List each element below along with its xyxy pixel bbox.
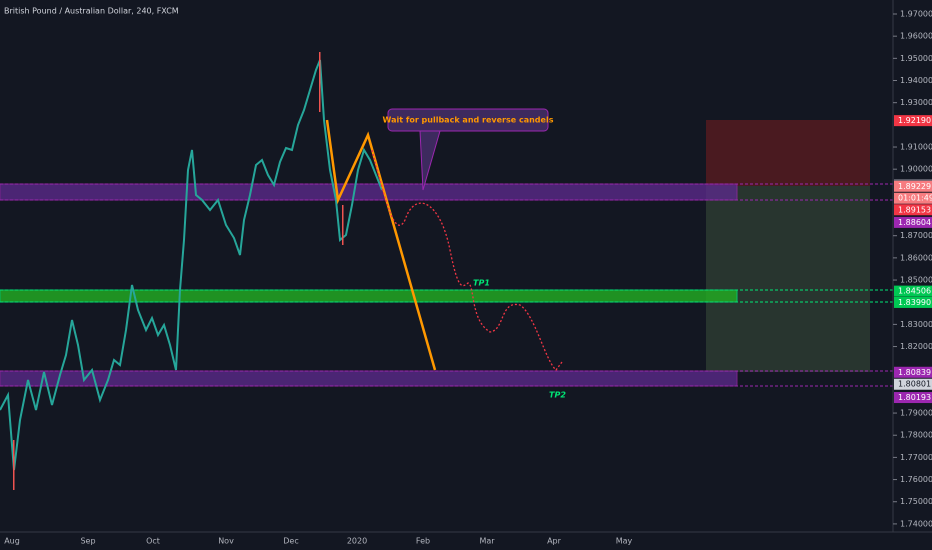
wick [13, 440, 15, 490]
price-label: 1.83990 [898, 298, 931, 307]
time-label: Sep [80, 537, 95, 546]
support-zone [0, 370, 738, 387]
price-tick-label: 1.85000 [900, 276, 932, 285]
time-label: Nov [218, 537, 234, 546]
price-label: 1.80839 [898, 368, 931, 377]
axes: 1.97000 1.96000 1.95000 1.94000 1.93000 1.910… [4, 10, 932, 546]
price-tick-label: 1.78000 [900, 431, 932, 440]
projection-line [325, 119, 437, 371]
price-label: 1.80801 [898, 380, 931, 389]
price-tick-label: 1.93000 [900, 98, 932, 107]
price-label: 1.89153 [898, 205, 931, 214]
zone-lines [0, 183, 893, 387]
price-tick-label: 1.82000 [900, 342, 932, 351]
price-label: 1.89229 [898, 182, 931, 191]
price-label: 01:01:49 [898, 194, 932, 203]
time-label: May [616, 537, 633, 546]
time-label: Mar [479, 537, 495, 546]
path-projection [371, 149, 563, 371]
callout-text: Wait for pullback and reverse candels [383, 116, 554, 125]
price-label-bg [894, 392, 932, 404]
price-label-bg [894, 366, 932, 378]
resistance-zone [0, 183, 738, 201]
tp1-label: TP1 [473, 279, 490, 288]
price-tick-label: 1.95000 [900, 54, 932, 63]
price-tick-label: 1.79000 [900, 409, 932, 418]
stop-zone [706, 120, 870, 186]
price-tick-label: 1.76000 [900, 475, 932, 484]
time-label: Feb [416, 537, 430, 546]
price-path [0, 59, 383, 471]
target-zone [706, 186, 870, 372]
price-label-bg [894, 115, 932, 127]
price-label-bg [894, 296, 932, 308]
tp1-zone [0, 289, 738, 303]
price-label-bg [894, 180, 932, 192]
price-tick-label: 1.94000 [900, 76, 932, 85]
price-label-bg [894, 204, 932, 216]
price-label-bg [894, 192, 932, 204]
callout-box [387, 108, 549, 132]
time-label: Dec [283, 537, 298, 546]
tp2-label: TP2 [549, 391, 566, 400]
price-tick-label: 1.87000 [900, 231, 932, 240]
price-label: 1.80193 [898, 393, 931, 402]
price-tick-label: 1.83000 [900, 320, 932, 329]
price-tick-label: 1.90000 [900, 165, 932, 174]
price-label: 1.92190 [898, 116, 931, 125]
price-tick-label: 1.74000 [900, 519, 932, 528]
wick [319, 52, 321, 112]
time-label: Oct [146, 537, 160, 546]
time-label: Apr [547, 537, 562, 546]
price-label-bg [894, 285, 932, 297]
price-tick-label: 1.96000 [900, 32, 932, 41]
price-label: 1.88604 [898, 218, 931, 227]
price-tick-label: 1.77000 [900, 453, 932, 462]
price-tick-label: 1.91000 [900, 143, 932, 152]
candle-wicks [13, 52, 344, 490]
price-label: 1.84506 [898, 287, 931, 296]
time-label: 2020 [347, 537, 367, 546]
wick [342, 205, 344, 245]
price-label-bg [894, 378, 932, 390]
price-label-bg [894, 216, 932, 228]
time-label: Aug [4, 537, 20, 546]
price-tick-label: 1.75000 [900, 497, 932, 506]
price-tick-label: 1.86000 [900, 253, 932, 262]
price-tick-label: 1.97000 [900, 10, 932, 19]
symbol-title: British Pound / Australian Dollar, 240, … [4, 7, 179, 16]
